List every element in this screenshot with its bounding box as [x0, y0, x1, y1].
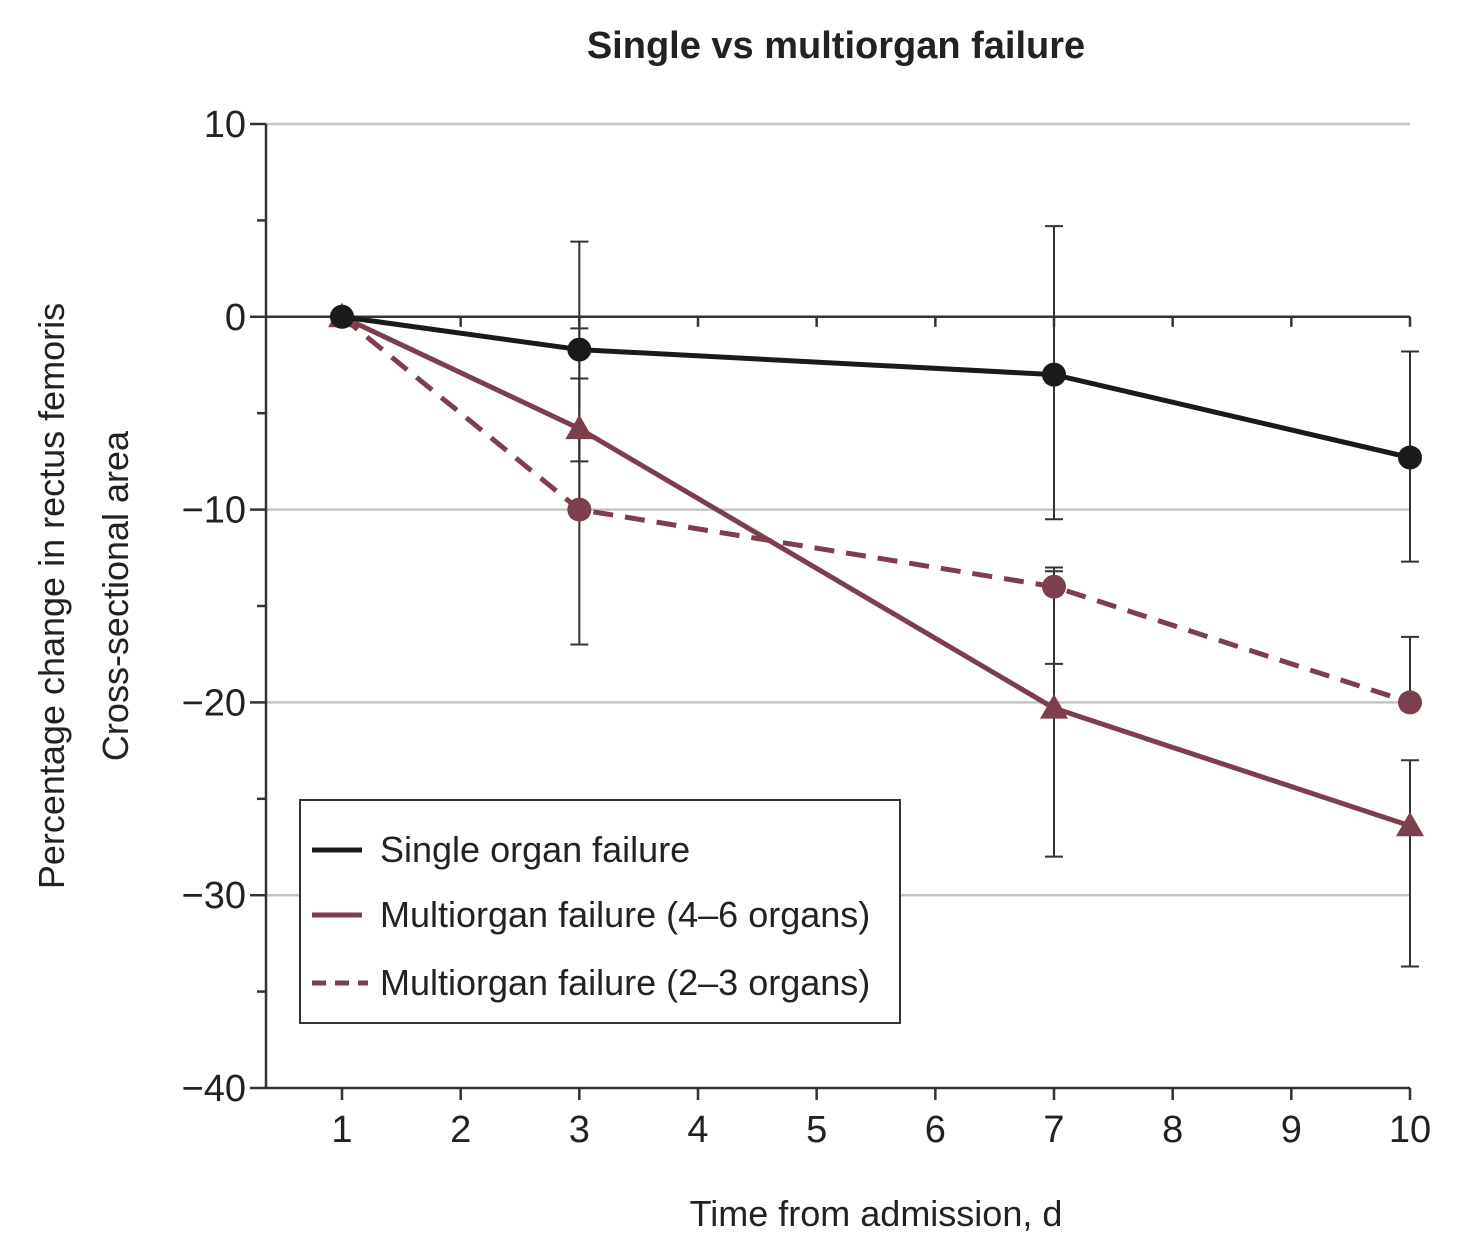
x-axis-label: Time from admission, d	[690, 1193, 1063, 1234]
y-axis-label-line-1: Percentage change in rectus femoris	[31, 303, 72, 889]
legend-label-multi-4-6: Multiorgan failure (4–6 organs)	[380, 894, 870, 935]
series-1	[328, 302, 1424, 837]
data-point-circle	[330, 304, 354, 329]
chart-title: Single vs multiorgan failure	[587, 25, 1085, 67]
y-tick-label: −30	[182, 875, 246, 917]
data-point-circle	[1398, 690, 1422, 715]
error-bars-series-2	[570, 377, 1419, 704]
x-tick-label: 6	[925, 1109, 946, 1151]
y-tick-label: 0	[225, 297, 246, 339]
x-tick-label: 4	[687, 1109, 708, 1151]
series-layer	[328, 225, 1424, 968]
legend-label-multi-2-3: Multiorgan failure (2–3 organs)	[380, 962, 870, 1003]
x-tick-label: 9	[1281, 1109, 1302, 1151]
data-point-circle	[1398, 445, 1422, 470]
x-tick-label: 7	[1043, 1109, 1064, 1151]
data-point-triangle	[1396, 811, 1424, 837]
data-point-triangle	[1040, 694, 1068, 719]
x-tick-label: 8	[1162, 1109, 1183, 1151]
data-point-circle	[567, 497, 592, 522]
data-point-triangle	[565, 414, 594, 440]
ticks: 10 0 −10 −20 −30 −40 1 2 3 4 5 6 7 8 9 10	[182, 104, 1432, 1151]
legend-label-single-organ: Single organ failure	[380, 829, 690, 870]
x-tick-label: 1	[331, 1109, 352, 1151]
series-line	[340, 314, 1411, 829]
y-tick-label: −40	[182, 1068, 246, 1110]
x-tick-label: 3	[569, 1109, 590, 1151]
y-tick-label: −10	[182, 490, 246, 532]
series-0	[330, 304, 1422, 470]
x-tick-label: 2	[450, 1109, 471, 1151]
y-tick-label: −20	[182, 682, 246, 724]
error-bars-series-0	[570, 225, 1419, 563]
y-axis-label-line-2: Cross-sectional area	[95, 430, 136, 761]
x-tick-label: 10	[1389, 1109, 1431, 1151]
gridlines	[266, 122, 1410, 897]
x-tick-label: 5	[806, 1109, 827, 1151]
y-tick-label: 10	[204, 104, 246, 146]
legend: Single organ failure Multiorgan failure …	[299, 799, 901, 1024]
series-line	[341, 314, 1411, 460]
legend-box	[299, 799, 901, 1024]
data-point-circle	[1042, 574, 1066, 599]
data-point-circle	[567, 337, 592, 362]
data-point-circle	[1042, 362, 1066, 387]
series-line	[340, 314, 1411, 705]
